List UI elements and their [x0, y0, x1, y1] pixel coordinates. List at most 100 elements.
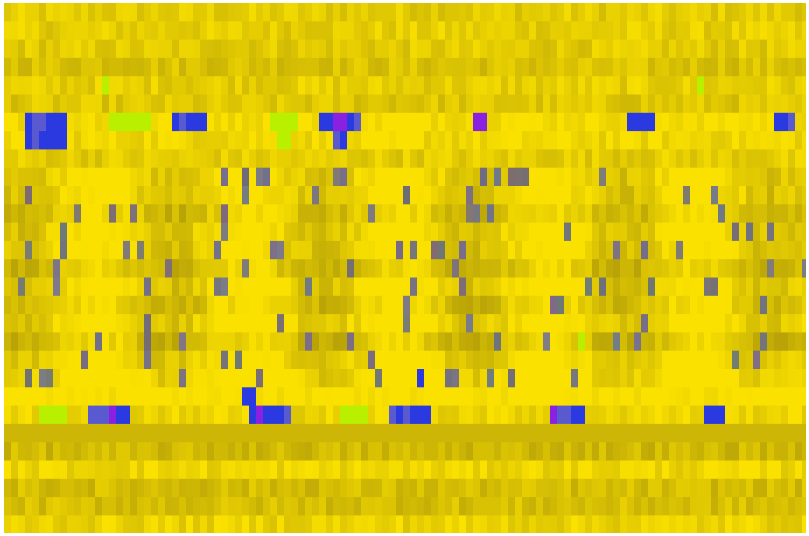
- cell: [788, 423, 795, 443]
- cell: [410, 39, 417, 59]
- cell: [18, 204, 25, 224]
- cell: [172, 204, 179, 224]
- cell: [81, 387, 88, 407]
- cell: [200, 332, 207, 352]
- cell: [487, 350, 494, 370]
- cell: [781, 259, 788, 278]
- cell: [578, 76, 585, 95]
- cell: [130, 369, 137, 388]
- cell: [354, 3, 361, 22]
- cell: [123, 350, 130, 370]
- cell: [221, 405, 228, 425]
- cell: [347, 460, 354, 480]
- cell: [501, 350, 508, 370]
- cell: [67, 131, 74, 150]
- cell: [46, 277, 53, 297]
- cell: [46, 405, 53, 425]
- cell: [25, 460, 32, 480]
- cell: [438, 369, 445, 388]
- cell: [109, 167, 116, 187]
- cell: [802, 21, 806, 41]
- cell: [172, 515, 179, 533]
- cell: [634, 332, 641, 352]
- cell: [466, 277, 473, 297]
- cell: [11, 497, 18, 516]
- cell: [781, 405, 788, 425]
- cell: [410, 21, 417, 41]
- cell: [522, 460, 529, 480]
- cell: [606, 204, 613, 224]
- cell: [221, 149, 228, 169]
- cell: [368, 478, 375, 498]
- cell: [4, 277, 11, 297]
- cell: [711, 350, 718, 370]
- cell: [753, 186, 760, 205]
- cell: [312, 259, 319, 278]
- cell: [39, 222, 46, 242]
- cell: [550, 478, 557, 498]
- cell: [718, 112, 725, 132]
- cell: [515, 76, 522, 95]
- cell: [599, 405, 606, 425]
- cell: [732, 167, 739, 187]
- cell: [718, 405, 725, 425]
- cell: [725, 149, 732, 169]
- cell: [606, 405, 613, 425]
- cell: [690, 57, 697, 77]
- cell: [333, 149, 340, 169]
- cell: [193, 3, 200, 22]
- cell: [452, 94, 459, 114]
- cell: [557, 405, 564, 425]
- cell: [634, 112, 641, 132]
- cell: [228, 515, 235, 533]
- cell: [319, 94, 326, 114]
- cell: [53, 478, 60, 498]
- cell: [445, 277, 452, 297]
- cell: [599, 94, 606, 114]
- cell: [522, 94, 529, 114]
- cell: [480, 21, 487, 41]
- cell: [74, 295, 81, 315]
- cell: [214, 314, 221, 333]
- cell: [319, 131, 326, 150]
- cell: [235, 442, 242, 461]
- cell: [256, 405, 263, 425]
- cell: [333, 3, 340, 22]
- cell: [256, 497, 263, 516]
- cell: [137, 497, 144, 516]
- cell: [459, 149, 466, 169]
- cell: [375, 277, 382, 297]
- cell: [487, 369, 494, 388]
- cell: [739, 112, 746, 132]
- cell: [781, 332, 788, 352]
- cell: [473, 167, 480, 187]
- cell: [795, 112, 802, 132]
- cell: [326, 369, 333, 388]
- cell: [179, 460, 186, 480]
- cell: [67, 204, 74, 224]
- cell: [116, 131, 123, 150]
- cell: [585, 167, 592, 187]
- cell: [389, 149, 396, 169]
- cell: [277, 405, 284, 425]
- cell: [606, 515, 613, 533]
- cell: [200, 149, 207, 169]
- cell: [599, 332, 606, 352]
- cell: [25, 76, 32, 95]
- cell: [312, 350, 319, 370]
- cell: [368, 167, 375, 187]
- cell: [340, 277, 347, 297]
- cell: [739, 277, 746, 297]
- cell: [473, 405, 480, 425]
- cell: [641, 515, 648, 533]
- cell: [571, 387, 578, 407]
- cell: [417, 442, 424, 461]
- cell: [536, 3, 543, 22]
- cell: [753, 515, 760, 533]
- cell: [88, 186, 95, 205]
- cell: [620, 131, 627, 150]
- cell: [11, 167, 18, 187]
- cell: [270, 295, 277, 315]
- cell: [256, 240, 263, 260]
- cell: [263, 515, 270, 533]
